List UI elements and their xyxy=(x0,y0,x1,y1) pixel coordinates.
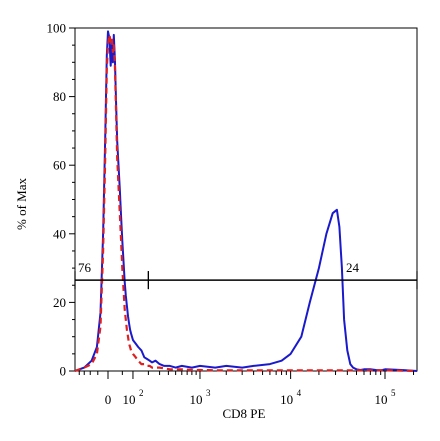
x-axis: 0 10 2 10 3 10 4 10 5 xyxy=(78,371,415,407)
y-axis-title: % of Max xyxy=(14,178,29,230)
gate-label-24: 24 xyxy=(346,260,360,275)
series-layer xyxy=(74,30,418,373)
gate-label-76: 76 xyxy=(78,260,92,275)
y-tick-label: 40 xyxy=(53,226,66,241)
y-axis: 0 20 40 60 80 100 xyxy=(47,21,75,379)
x-tick-label-exponent: 5 xyxy=(391,388,396,398)
y-tick-label: 100 xyxy=(47,21,67,36)
x-tick-label: 10 xyxy=(280,392,293,407)
series-line-dashed xyxy=(74,33,418,373)
y-tick-label: 0 xyxy=(60,364,67,379)
x-tick-label: 10 xyxy=(122,392,135,407)
x-tick-label: 0 xyxy=(105,392,112,407)
x-tick-label: 10 xyxy=(375,392,388,407)
x-axis-title: CD8 PE xyxy=(223,406,266,421)
x-tick-label-exponent: 4 xyxy=(297,388,302,398)
y-tick-label: 20 xyxy=(53,295,66,310)
x-tick-label: 10 xyxy=(189,392,202,407)
x-tick-label-exponent: 3 xyxy=(206,388,211,398)
series-line-solid xyxy=(74,30,418,372)
x-tick-label-exponent: 2 xyxy=(139,388,144,398)
y-tick-label: 80 xyxy=(53,89,66,104)
y-tick-label: 60 xyxy=(53,158,66,173)
gate-layer: 76 24 xyxy=(74,260,418,290)
